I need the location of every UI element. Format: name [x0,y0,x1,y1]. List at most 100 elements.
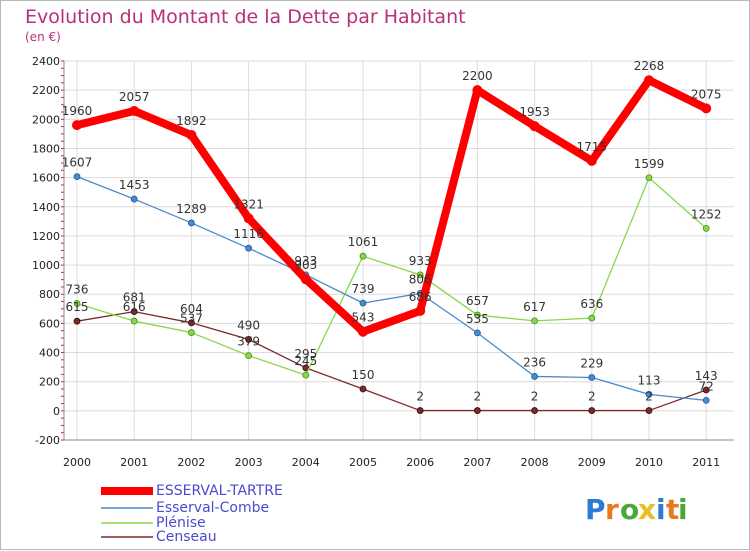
data-label: 736 [66,283,89,297]
data-label: 657 [466,294,489,308]
logo-letter: o [620,493,639,526]
data-label: 686 [409,290,432,304]
data-point [415,305,426,316]
data-point [588,407,596,414]
x-tick-label: 2011 [692,456,720,469]
data-point [531,317,538,325]
data-point [644,75,654,86]
data-label: 1892 [176,114,207,128]
x-tick-label: 2002 [177,456,205,469]
data-label: 2 [588,390,596,404]
data-point [588,374,596,381]
data-point [245,352,253,359]
data-label: 72 [699,379,714,393]
data-point [72,120,82,131]
data-label: 2075 [691,87,722,101]
data-point [187,319,195,327]
legend-label: Esserval-Combe [156,500,269,516]
y-tick-label: 400 [39,347,60,360]
data-point [472,85,483,96]
data-point [702,396,710,404]
x-tick-label: 2010 [635,456,663,469]
data-point [473,407,481,414]
data-point [73,173,81,180]
data-label: 933 [409,254,432,268]
data-label: 2057 [119,90,150,104]
data-label: 617 [523,300,546,314]
x-tick-label: 2000 [63,456,91,469]
y-tick-label: 1000 [32,259,60,272]
data-point [531,373,538,380]
y-tick-label: 200 [39,376,60,389]
data-label: 1289 [176,202,207,216]
data-label: 1953 [519,105,550,119]
data-label: 604 [180,302,203,316]
y-tick-label: 1800 [32,142,60,155]
data-point [359,385,367,393]
y-tick-label: 2400 [32,55,60,68]
y-tick-label: 0 [53,405,60,418]
data-point [529,121,540,132]
chart-title: Evolution du Montant de la Dette par Hab… [25,6,466,28]
data-label: 1607 [62,156,93,170]
data-point [588,314,596,322]
series-line-3 [76,177,707,376]
data-point [473,329,481,337]
data-point [702,224,710,232]
data-label: 113 [638,373,661,387]
x-tick-label: 2008 [521,456,549,469]
data-label: 537 [180,312,203,326]
logo-letter: i [678,493,688,526]
y-tick-label: 2000 [32,113,60,126]
data-point [187,219,195,227]
x-tick-label: 2001 [120,456,148,469]
data-label: 150 [352,368,375,382]
data-label: 2 [645,390,653,404]
data-label: 739 [352,282,375,296]
data-point [300,274,311,285]
data-point [243,213,254,224]
y-tick-label: 800 [39,288,60,301]
data-point [245,336,253,343]
data-label: 1715 [577,140,608,154]
data-point [302,371,310,379]
x-tick-label: 2006 [406,456,434,469]
logo-letter: P [585,493,606,526]
data-label: 681 [123,291,146,305]
data-point [358,326,368,337]
data-label: 379 [237,335,260,349]
x-tick-label: 2003 [235,456,263,469]
data-point [186,130,197,141]
data-label: 229 [580,356,603,370]
data-label: 806 [409,272,432,286]
data-point [187,329,195,336]
data-point [645,390,653,398]
data-label: 1960 [62,104,93,118]
x-tick-label: 2005 [349,456,377,469]
data-label: 1321 [233,197,264,211]
legend-label: Plénise [156,515,206,531]
legend: ESSERVAL-TARTREEsserval-CombePléniseCens… [101,483,283,545]
axes: -200 0 200 400 600 800 1000 1200 1400 1600 1800 200… [32,55,734,469]
data-label: 490 [237,318,260,332]
legend-label: Censeau [156,529,217,545]
y-tick-label: 2200 [32,84,60,97]
data-label: 543 [352,311,375,325]
y-tick-label: 1600 [32,172,60,185]
data-label: 1061 [348,235,379,249]
y-tick-label: 1400 [32,201,60,214]
data-label: 1453 [119,178,150,192]
logo-letter: t [666,493,679,526]
x-tick-label: 2009 [578,456,606,469]
data-label: 535 [466,312,489,326]
data-label: 1252 [691,207,722,221]
data-label: 2 [416,390,424,404]
data-point [130,195,138,203]
y-tick-label: 1200 [32,230,60,243]
data-point [645,174,653,182]
data-label: 295 [294,347,317,361]
data-point [416,407,424,414]
